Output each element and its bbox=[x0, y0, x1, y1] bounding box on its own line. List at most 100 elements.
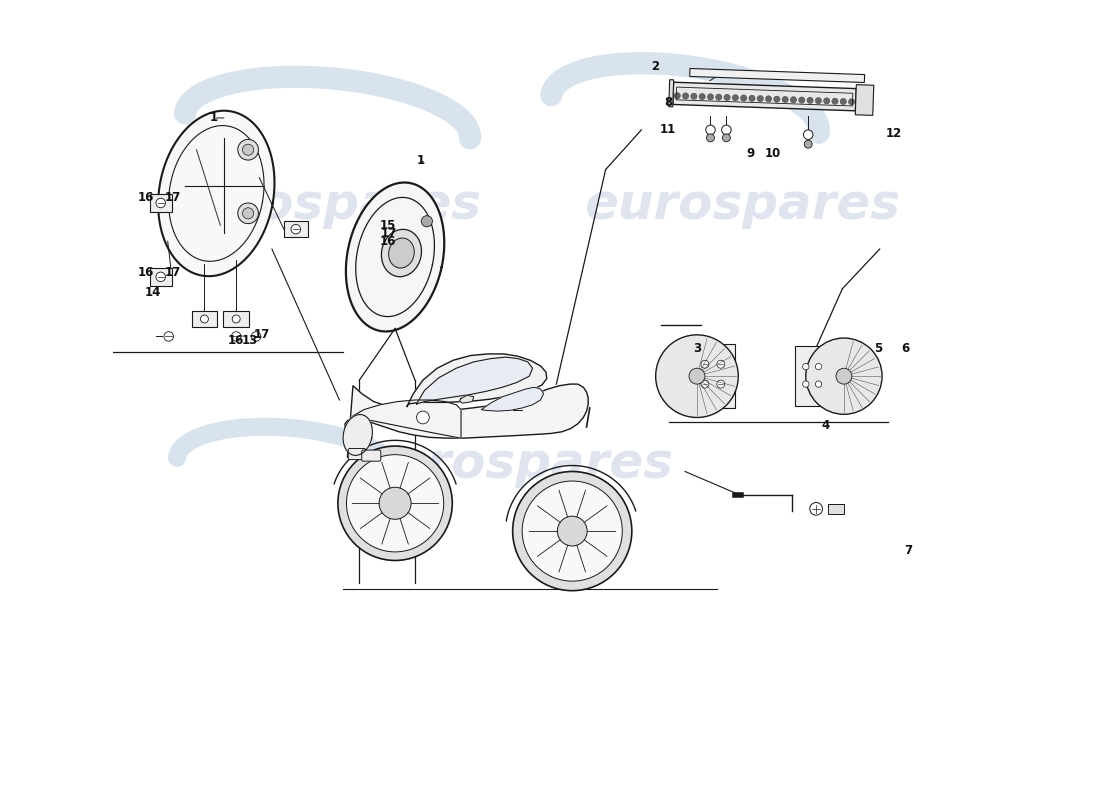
Polygon shape bbox=[407, 354, 547, 406]
Circle shape bbox=[832, 98, 838, 104]
Text: eurospares: eurospares bbox=[584, 182, 900, 230]
Circle shape bbox=[803, 363, 808, 370]
FancyBboxPatch shape bbox=[691, 344, 735, 408]
Text: 10: 10 bbox=[764, 147, 781, 160]
Circle shape bbox=[782, 96, 789, 102]
Circle shape bbox=[292, 226, 300, 233]
Polygon shape bbox=[343, 414, 373, 455]
Circle shape bbox=[421, 216, 432, 227]
Circle shape bbox=[558, 516, 587, 546]
Text: 6: 6 bbox=[902, 342, 910, 355]
Text: 8: 8 bbox=[664, 95, 672, 109]
Polygon shape bbox=[345, 384, 588, 457]
Circle shape bbox=[803, 381, 808, 387]
Circle shape bbox=[689, 368, 705, 384]
Text: 3: 3 bbox=[693, 342, 701, 355]
Text: 16: 16 bbox=[139, 266, 154, 279]
Ellipse shape bbox=[382, 230, 421, 277]
Circle shape bbox=[717, 360, 725, 368]
Circle shape bbox=[707, 94, 714, 100]
Circle shape bbox=[231, 332, 241, 342]
Circle shape bbox=[804, 140, 812, 148]
Circle shape bbox=[723, 134, 730, 142]
Text: 16: 16 bbox=[381, 234, 396, 248]
FancyBboxPatch shape bbox=[150, 194, 172, 212]
Ellipse shape bbox=[388, 238, 415, 268]
Circle shape bbox=[156, 199, 165, 207]
Text: 15: 15 bbox=[381, 218, 396, 232]
FancyBboxPatch shape bbox=[150, 268, 172, 286]
Circle shape bbox=[733, 94, 738, 101]
Text: 2: 2 bbox=[651, 60, 659, 73]
Circle shape bbox=[790, 97, 796, 103]
Circle shape bbox=[156, 273, 165, 281]
FancyBboxPatch shape bbox=[284, 222, 308, 237]
Circle shape bbox=[807, 97, 813, 103]
Circle shape bbox=[803, 130, 813, 139]
FancyBboxPatch shape bbox=[191, 311, 217, 327]
Circle shape bbox=[232, 315, 240, 323]
Circle shape bbox=[806, 338, 882, 414]
Circle shape bbox=[346, 454, 443, 552]
Circle shape bbox=[810, 502, 823, 515]
Circle shape bbox=[691, 93, 697, 99]
Text: 7: 7 bbox=[904, 545, 912, 558]
Circle shape bbox=[815, 381, 822, 387]
Text: 17: 17 bbox=[164, 266, 180, 279]
Text: 16: 16 bbox=[139, 191, 154, 204]
Text: 17: 17 bbox=[164, 191, 180, 204]
Circle shape bbox=[164, 332, 174, 342]
Circle shape bbox=[848, 98, 855, 105]
Circle shape bbox=[238, 139, 258, 160]
FancyBboxPatch shape bbox=[223, 311, 249, 327]
Circle shape bbox=[682, 93, 689, 99]
Polygon shape bbox=[345, 182, 444, 331]
Circle shape bbox=[766, 96, 772, 102]
Polygon shape bbox=[417, 357, 532, 404]
Text: eurospares: eurospares bbox=[165, 182, 481, 230]
Circle shape bbox=[200, 315, 208, 323]
Polygon shape bbox=[482, 387, 543, 411]
Text: 14: 14 bbox=[144, 286, 161, 299]
Text: 4: 4 bbox=[821, 419, 829, 432]
Circle shape bbox=[243, 144, 254, 155]
Circle shape bbox=[724, 94, 730, 101]
Circle shape bbox=[156, 272, 165, 282]
Circle shape bbox=[701, 380, 708, 388]
Circle shape bbox=[338, 446, 452, 561]
Polygon shape bbox=[673, 82, 856, 111]
Text: 1: 1 bbox=[417, 154, 425, 166]
Polygon shape bbox=[856, 85, 873, 115]
Circle shape bbox=[251, 332, 261, 342]
Text: 17: 17 bbox=[253, 328, 270, 342]
Text: 1: 1 bbox=[209, 111, 218, 125]
Circle shape bbox=[840, 98, 847, 105]
Circle shape bbox=[656, 335, 738, 418]
Text: eurospares: eurospares bbox=[358, 439, 673, 487]
Polygon shape bbox=[353, 400, 461, 438]
Text: 16: 16 bbox=[228, 334, 243, 347]
FancyBboxPatch shape bbox=[349, 449, 365, 459]
Circle shape bbox=[799, 97, 805, 103]
Circle shape bbox=[717, 380, 725, 388]
Circle shape bbox=[522, 481, 623, 581]
FancyBboxPatch shape bbox=[794, 346, 829, 406]
FancyBboxPatch shape bbox=[362, 450, 381, 461]
Text: 5: 5 bbox=[873, 342, 882, 355]
Circle shape bbox=[722, 125, 732, 134]
Circle shape bbox=[238, 203, 258, 224]
Circle shape bbox=[757, 95, 763, 102]
FancyBboxPatch shape bbox=[828, 504, 844, 514]
Circle shape bbox=[417, 411, 429, 424]
Text: 11: 11 bbox=[660, 123, 676, 136]
Text: 17: 17 bbox=[381, 226, 396, 240]
Circle shape bbox=[824, 98, 829, 104]
Circle shape bbox=[292, 225, 300, 234]
Circle shape bbox=[701, 360, 708, 368]
Circle shape bbox=[815, 363, 822, 370]
Circle shape bbox=[698, 94, 705, 100]
Circle shape bbox=[740, 95, 747, 101]
Text: 13: 13 bbox=[242, 334, 258, 347]
Text: 12: 12 bbox=[886, 127, 902, 140]
Polygon shape bbox=[669, 80, 673, 107]
